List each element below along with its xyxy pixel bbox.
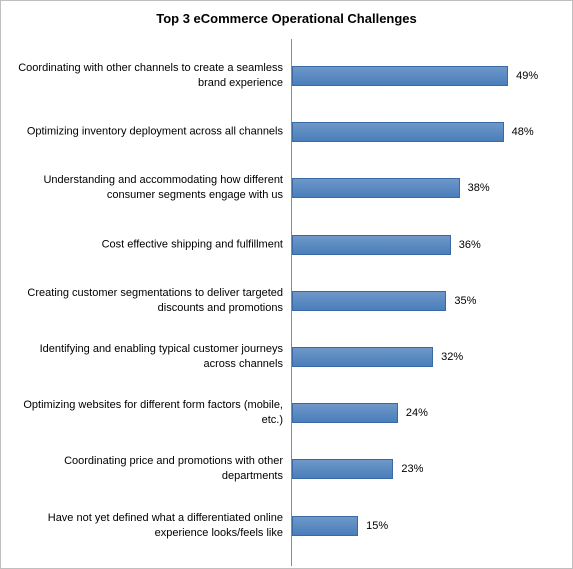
value-label: 38% <box>467 182 490 195</box>
bar <box>292 66 509 86</box>
category-label: Creating customer segmentations to deliv… <box>27 286 283 314</box>
bar <box>292 290 447 311</box>
bar <box>292 234 451 255</box>
category-label: Identifying and enabling typical custome… <box>39 343 283 370</box>
bar <box>292 178 460 199</box>
value-label: 36% <box>458 238 481 251</box>
category-label: Understanding and accommodating how diff… <box>43 174 283 202</box>
value-label: 15% <box>366 519 389 532</box>
category-label: Coordinating with other channels to crea… <box>18 62 283 89</box>
category-label: Optimizing websites for different form f… <box>23 399 283 427</box>
value-label: 23% <box>401 463 424 476</box>
value-label: 32% <box>441 351 464 363</box>
bar <box>292 515 359 536</box>
value-label: 35% <box>454 294 477 307</box>
chart-title: Top 3 eCommerce Operational Challenges <box>156 11 417 26</box>
bar <box>292 459 394 480</box>
bar <box>292 403 398 424</box>
category-axis <box>291 39 292 566</box>
bar <box>292 122 504 143</box>
category-label: Have not yet defined what a differentiat… <box>47 511 283 539</box>
value-label: 48% <box>511 126 534 139</box>
category-label: Cost effective shipping and fulfillment <box>101 238 283 251</box>
category-label: Optimizing inventory deployment across a… <box>26 125 283 138</box>
value-label: 49% <box>516 70 539 82</box>
value-label: 24% <box>405 407 428 420</box>
category-label: Coordinating price and promotions with o… <box>64 455 283 483</box>
bar <box>292 347 434 367</box>
